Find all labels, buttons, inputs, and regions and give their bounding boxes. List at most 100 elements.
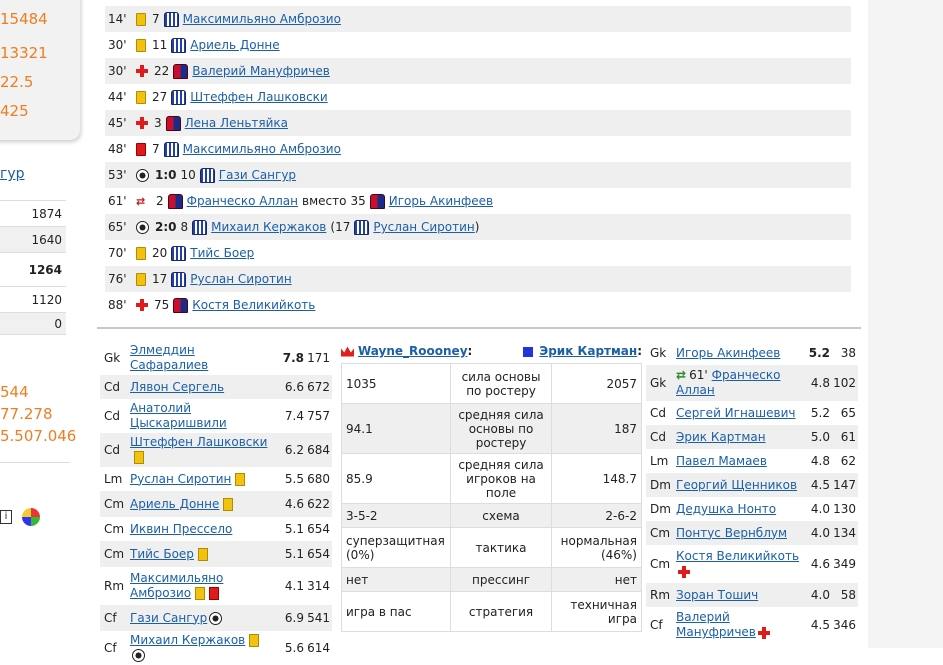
player-link[interactable]: Игорь Акинфеев xyxy=(388,194,494,208)
metric-label: стратегия xyxy=(449,591,553,632)
comparison-row: 94.1 средняя сила основы по ростеру 187 xyxy=(341,403,642,454)
comparison-header: Wayne_Roooney: Эрик Картман: xyxy=(341,341,642,361)
player-link[interactable]: Костя Великийкоть xyxy=(676,549,800,563)
home-manager-link[interactable]: Wayne_Roooney xyxy=(358,344,468,358)
player-name-cell: Ариель Донне xyxy=(130,497,274,512)
lineup-row: Cd Эрик Картман 5.0 61 xyxy=(646,425,858,449)
player-position: Dm xyxy=(650,478,671,492)
event-row: 44' 27 Штеффен Лашковски xyxy=(105,84,851,110)
player-link[interactable]: Ариель Донне xyxy=(190,38,280,52)
colors-icon[interactable] xyxy=(21,508,40,526)
player-link[interactable]: Ариель Донне xyxy=(130,496,220,511)
player-position: Rm xyxy=(104,579,125,593)
player-number: 8 xyxy=(180,220,189,234)
stat-value: 77.278 xyxy=(0,405,53,423)
player-link[interactable]: Максимильяно Амброзио xyxy=(130,571,224,600)
away-value: нет xyxy=(551,567,642,592)
metric-label: схема xyxy=(449,503,553,528)
substitution-icon: ⇄ xyxy=(136,195,146,208)
player-position: Rm xyxy=(650,588,671,602)
shirt-icon xyxy=(171,89,187,105)
event-row: 70' 20 Тийс Боер xyxy=(105,240,851,266)
away-manager-link[interactable]: Эрик Картман xyxy=(539,344,638,358)
player-link[interactable]: Дедушка Нонто xyxy=(676,501,777,516)
player-link[interactable]: Руслан Сиротин xyxy=(190,272,292,286)
player-rating: 7.8 xyxy=(282,351,304,365)
player-link[interactable]: Руслан Сиротин xyxy=(130,471,232,486)
event-minute: 88' xyxy=(108,298,127,312)
event-minute: 30' xyxy=(108,38,127,52)
player-position: Cm xyxy=(104,522,125,536)
lineup-row: Cd Лявон Сергель 6.6 672 xyxy=(100,375,332,399)
player-position: Cf xyxy=(104,611,117,625)
lineup-row: Cm Тийс Боер 5.1 654 xyxy=(100,541,332,567)
home-value: 1035 xyxy=(341,363,451,404)
metric-label: средняя сила игроков на поле xyxy=(449,453,553,504)
player-link[interactable]: Валерий Мануфричев xyxy=(676,610,756,639)
yellow-card-icon xyxy=(136,12,146,26)
player-link[interactable]: Эрик Картман xyxy=(676,429,766,444)
sidebar-table-cell: 1120 xyxy=(0,287,66,313)
injury-icon xyxy=(678,565,690,578)
player-link[interactable]: Штеффен Лашковски xyxy=(130,435,268,449)
player-rating: 6.2 xyxy=(284,443,304,457)
player-power: 654 xyxy=(307,522,330,536)
event-row: 53' 1:0 10 Гази Сангур xyxy=(105,162,851,188)
yellow-card-icon xyxy=(136,38,146,52)
player-link[interactable]: Георгий Щенников xyxy=(676,477,798,492)
player-link[interactable]: Тийс Боер xyxy=(130,546,194,561)
player-power: 349 xyxy=(833,557,856,571)
player-link[interactable]: Анатолий Цыскаришвили xyxy=(130,401,227,430)
lineup-row: Lm Павел Мамаев 4.8 62 xyxy=(646,449,858,473)
event-minute: 48' xyxy=(108,142,127,156)
metric-label: средняя сила основы по ростеру xyxy=(449,403,553,454)
player-name-cell: Георгий Щенников xyxy=(676,478,800,493)
player-link[interactable]: Сергей Игнашевич xyxy=(676,405,796,420)
comparison-row: нет прессинг нет xyxy=(341,567,642,592)
player-link[interactable]: Валерий Мануфричев xyxy=(192,64,330,78)
player-link[interactable]: Тийс Боер xyxy=(190,246,255,260)
player-rating: 5.2 xyxy=(810,406,830,420)
lineup-row: Lm Руслан Сиротин 5.5 680 xyxy=(100,467,332,491)
player-rating: 4.1 xyxy=(284,579,304,593)
player-link[interactable]: Штеффен Лашковски xyxy=(190,90,328,104)
shirt-icon xyxy=(163,11,179,27)
event-minute: 30' xyxy=(108,64,127,78)
away-value: 187 xyxy=(551,403,642,454)
player-link[interactable]: Гази Сангур xyxy=(130,610,208,625)
player-link[interactable]: Руслан Сиротин xyxy=(373,220,475,234)
player-position: Cf xyxy=(650,618,663,632)
player-link[interactable]: Михаил Кержаков xyxy=(211,220,327,234)
player-power: 171 xyxy=(307,351,330,365)
player-link[interactable]: Максимильяно Амброзио xyxy=(182,12,341,26)
home-value: нет xyxy=(341,567,451,592)
player-link[interactable]: Лявон Сергель xyxy=(130,379,225,394)
player-link[interactable]: Игорь Акинфеев xyxy=(676,345,781,360)
player-number: 35 xyxy=(350,194,366,208)
injury-icon xyxy=(136,298,148,312)
player-link[interactable]: Павел Мамаев xyxy=(676,453,767,468)
player-link[interactable]: Франческо Аллан xyxy=(676,368,781,397)
player-link[interactable]: Франческо Аллан xyxy=(186,194,299,208)
ball-icon xyxy=(136,168,149,182)
sidebar-link[interactable]: гур xyxy=(0,166,25,182)
chart-icon[interactable]: i xyxy=(0,510,12,524)
player-link[interactable]: Лена Леньтяйка xyxy=(184,116,288,130)
colon: : xyxy=(637,344,642,358)
lineup-row: Cm Ариель Донне 4.6 622 xyxy=(100,491,332,517)
player-link[interactable]: Костя Великийкоть xyxy=(192,298,316,312)
player-link[interactable]: Понтус Вернблум xyxy=(676,525,788,540)
crown-icon xyxy=(341,346,354,357)
player-link[interactable]: Зоран Тошич xyxy=(676,587,759,602)
sidebar-table-cell: 0 xyxy=(0,313,66,335)
player-link[interactable]: Иквин Прессело xyxy=(130,521,233,536)
player-link[interactable]: Михаил Кержаков xyxy=(130,633,246,647)
player-link[interactable]: Гази Сангур xyxy=(218,168,297,182)
stat-value: 22.5 xyxy=(0,73,34,91)
player-link[interactable]: Элмеддин Сафаралиев xyxy=(130,343,209,372)
sidebar-table-cell: 1874 xyxy=(0,201,66,227)
player-name-cell: ⇄ 61' Франческо Аллан xyxy=(676,368,800,398)
player-link[interactable]: Максимильяно Амброзио xyxy=(182,142,341,156)
score: 1:0 xyxy=(155,168,177,182)
player-power: 102 xyxy=(833,376,856,390)
